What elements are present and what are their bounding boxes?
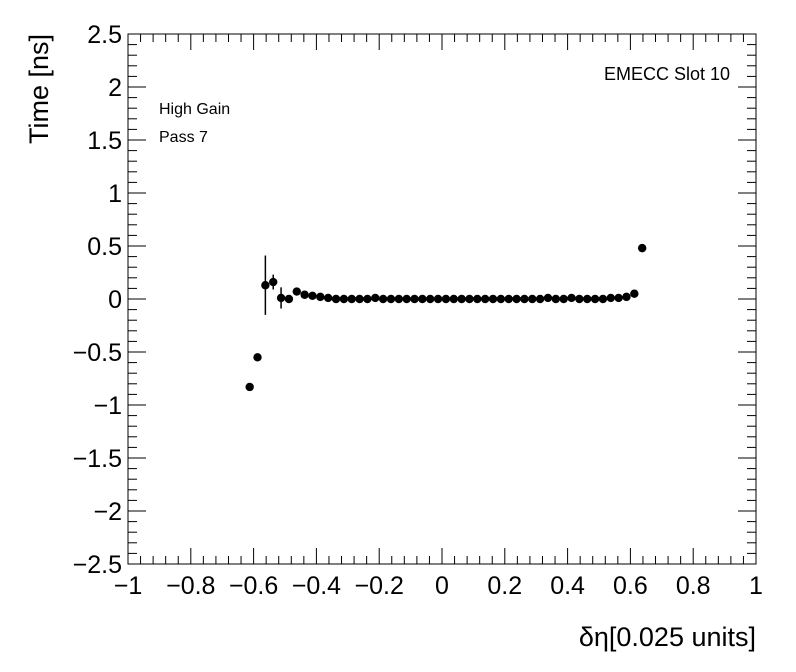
x-tick-label: −0.8 [166,572,215,600]
y-tick-label: −1 [93,392,122,420]
x-tick-labels: −1 −0.8 −0.6 −0.4 −0.2 0 0.2 0.4 0.6 0.8 1 [114,572,763,600]
x-tick-label: 0 [435,572,449,600]
data-point [363,294,372,304]
data-point [276,293,286,303]
data-point [590,294,600,304]
data-point [575,294,584,304]
data-point [386,294,396,304]
data-point [567,293,576,303]
data-point [496,294,506,304]
annotation-slot: EMECC Slot 10 [604,64,730,84]
axis-ticks [127,33,757,565]
annotation-pass: Pass 7 [159,129,208,146]
data-point [284,294,294,304]
x-tick-label: −0.4 [292,572,341,600]
data-point [269,277,278,287]
data-point [504,294,513,304]
data-point [418,294,427,304]
y-tick-label: −2 [93,498,122,526]
data-point [457,294,466,304]
data-point [402,294,411,304]
x-tick-label: 1 [749,572,763,600]
data-point [433,294,443,304]
data-point [371,293,380,303]
data-point [426,294,435,304]
data-point [441,294,451,304]
y-tick-label: −2.5 [73,551,122,579]
data-point [323,293,333,303]
data-point [598,294,608,304]
data-point [622,292,631,302]
data-point [449,294,458,304]
x-tick-label: 0.8 [676,572,711,600]
data-point [410,294,419,304]
y-tick-label: 1 [108,180,122,208]
data-point [261,281,270,290]
y-tick-label: 0 [108,286,122,314]
data-point [551,294,561,304]
data-point [394,294,404,304]
data-point [253,353,262,362]
data-point [488,294,498,304]
data-point [308,291,317,301]
data-point [543,293,553,303]
data-point [630,289,639,298]
data-point [347,294,356,304]
x-tick-label: −0.2 [355,572,404,600]
data-point [292,287,301,296]
plot-frame [127,33,757,565]
data-point [473,294,482,304]
data-point [520,294,529,304]
x-tick-label: 0.6 [613,572,648,600]
data-point [245,382,254,392]
data-point [606,293,615,303]
data-point [480,294,490,304]
x-axis-title: δη[0.025 units] [579,622,756,652]
data-point [559,294,568,304]
data-point [355,294,364,304]
data-point [637,243,647,253]
y-tick-label: 2 [108,74,122,102]
data-point [528,294,537,304]
y-tick-label: 1.5 [87,127,122,155]
y-tick-label: 0.5 [87,233,122,261]
x-tick-label: 0.4 [550,572,585,600]
x-tick-label: −1 [114,572,143,600]
data-point [512,294,521,304]
y-tick-label: −1.5 [73,445,122,473]
y-tick-label: −0.5 [73,339,122,367]
data-point [614,293,623,303]
data-points [245,243,647,392]
data-point [316,292,325,302]
data-point [535,294,545,304]
data-point [339,294,349,304]
data-point [331,294,341,304]
data-point [300,290,309,299]
y-axis-title: Time [ns] [24,34,54,144]
x-tick-label: −0.6 [229,572,278,600]
data-point [378,294,388,304]
data-point [465,294,474,304]
data-point [583,294,592,304]
x-tick-label: 0.2 [487,572,522,600]
y-tick-labels: −2.5 −2 −1.5 −1 −0.5 0 0.5 1 1.5 2 2.5 [73,21,122,579]
annotation-gain: High Gain [159,101,230,118]
y-tick-label: 2.5 [87,21,122,49]
